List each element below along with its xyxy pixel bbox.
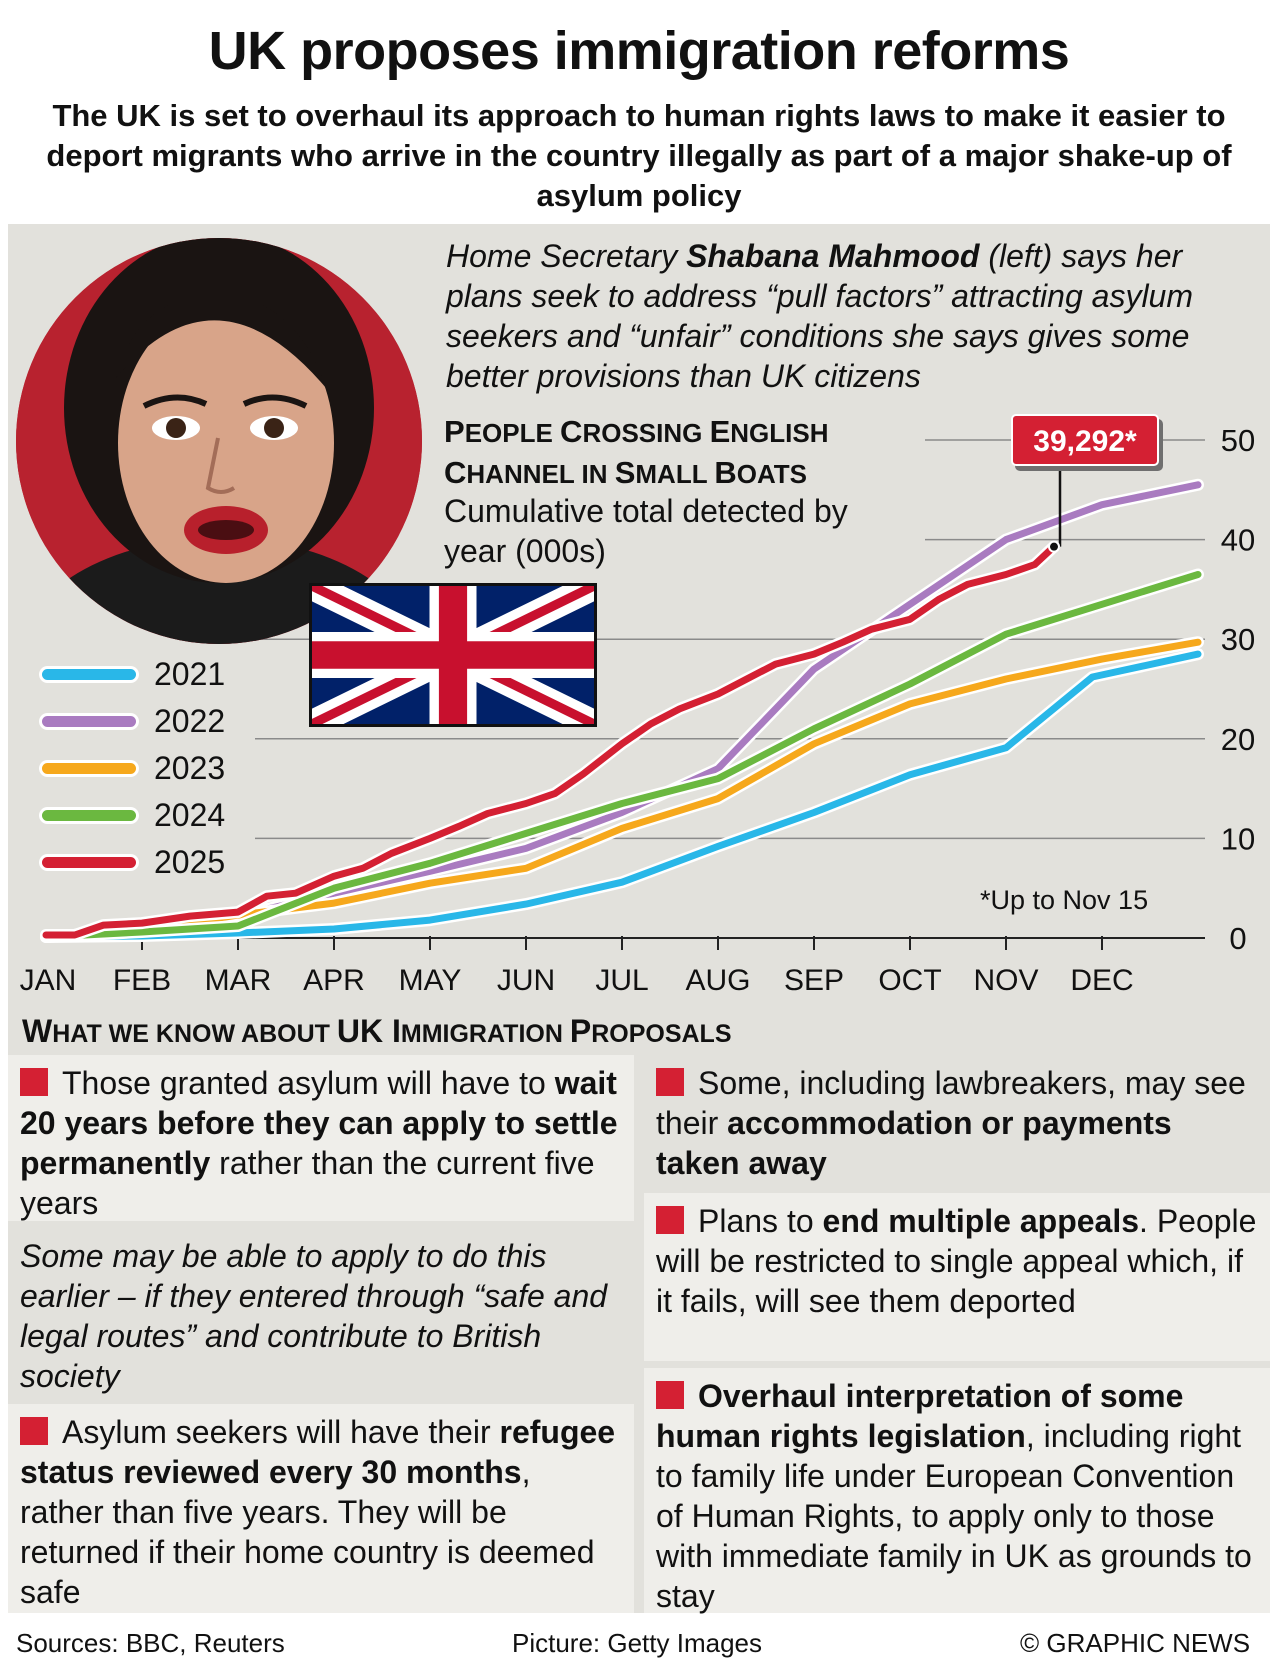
series-line-2024 <box>42 571 1202 941</box>
footer: Sources: BBC, Reuters Picture: Getty Ima… <box>0 1620 1278 1667</box>
legend-swatch <box>42 857 136 868</box>
chart-title: PEOPLE CROSSING ENGLISH CHANNEL IN SMALL… <box>444 414 829 490</box>
legend-item-2021: 2021 <box>42 654 272 694</box>
bullet-square-icon <box>20 1068 48 1096</box>
legend-item-2024: 2024 <box>42 795 272 835</box>
chart-annotation <box>1048 468 1062 553</box>
y-tick-label: 10 <box>1221 821 1255 856</box>
y-tick-label: 0 <box>1229 921 1246 956</box>
x-tick-label: JUN <box>497 964 555 997</box>
legend-item-2023: 2023 <box>42 748 272 788</box>
legend-swatch <box>42 716 136 727</box>
legend-label: 2024 <box>154 797 226 833</box>
footer-sources: Sources: BBC, Reuters <box>16 1628 285 1658</box>
chart-y-ticks: 0 10 20 30 40 50 <box>1221 423 1255 956</box>
crossings-chart: 0 10 20 30 40 50 JAN FEB MAR APR MAY JUN JUL AUG SEP O… <box>20 423 1256 997</box>
legend-item-2025: 2025 <box>42 842 272 882</box>
bullet-square-icon <box>656 1381 684 1409</box>
y-tick-label: 40 <box>1221 523 1255 558</box>
series-line-2025 <box>42 543 1058 939</box>
legend-swatch <box>42 810 136 821</box>
x-tick-label: FEB <box>113 964 171 997</box>
footer-picture-credit: Picture: Getty Images <box>512 1628 762 1658</box>
proposals-heading: WHAT WE KNOW ABOUT UK IMMIGRATION PROPOS… <box>22 1013 732 1049</box>
proposal-refugee-review: Asylum seekers will have their refugee s… <box>8 1404 634 1613</box>
y-tick-label: 30 <box>1221 622 1255 657</box>
page-title: UK proposes immigration reforms <box>208 21 1070 81</box>
legend-item-2022: 2022 <box>42 701 272 741</box>
footer-copyright: © GRAPHIC NEWS <box>1020 1628 1251 1658</box>
x-tick-label: MAR <box>205 964 272 997</box>
home-secretary-portrait <box>16 238 422 644</box>
proposal-human-rights: Overhaul interpretation of some human ri… <box>644 1368 1270 1614</box>
legend-label: 2021 <box>154 656 226 692</box>
quote-text: Home Secretary Shabana Mahmood (left) sa… <box>446 238 1193 394</box>
page-subtitle: The UK is set to overhaul its approach t… <box>46 98 1232 213</box>
legend-swatch <box>42 669 136 680</box>
proposal-settlement-note: Some may be able to apply to do this ear… <box>20 1238 608 1394</box>
legend-label: 2023 <box>154 750 226 786</box>
legend-swatch <box>42 763 136 774</box>
chart-x-axis: JAN FEB MAR APR MAY JUN JUL AUG SEP OCT NOV DEC <box>20 936 1134 997</box>
proposal-appeals: Plans to end multiple appeals. People wi… <box>644 1193 1270 1361</box>
x-tick-label: JAN <box>20 964 77 997</box>
proposal-accommodation: Some, including lawbreakers, may see the… <box>656 1065 1246 1181</box>
x-tick-label: APR <box>303 964 365 997</box>
bullet-square-icon <box>656 1068 684 1096</box>
annotation-callout: 39,292* <box>1011 414 1159 466</box>
x-tick-label: JUL <box>595 964 648 997</box>
annotation-dot <box>1048 540 1060 553</box>
y-tick-label: 50 <box>1221 423 1255 458</box>
legend-label: 2022 <box>154 703 226 739</box>
x-tick-label: DEC <box>1070 964 1133 997</box>
x-tick-label: MAY <box>399 964 462 997</box>
proposal-settlement: Those granted asylum will have to wait 2… <box>8 1055 634 1221</box>
x-tick-label: NOV <box>973 964 1038 997</box>
quote-name: Shabana Mahmood <box>686 238 980 274</box>
x-tick-label: OCT <box>878 964 941 997</box>
chart-subtitle: Cumulative total detected by year (000s) <box>444 493 848 569</box>
y-tick-label: 20 <box>1221 722 1255 757</box>
x-tick-label: SEP <box>784 964 844 997</box>
chart-series <box>40 478 1204 943</box>
x-tick-label: AUG <box>685 964 750 997</box>
bullet-square-icon <box>656 1206 684 1234</box>
series-line-2021 <box>42 650 1202 941</box>
bullet-square-icon <box>20 1417 48 1445</box>
union-jack-flag <box>305 573 601 737</box>
legend-label: 2025 <box>154 844 226 880</box>
chart-footnote: *Up to Nov 15 <box>980 885 1149 915</box>
